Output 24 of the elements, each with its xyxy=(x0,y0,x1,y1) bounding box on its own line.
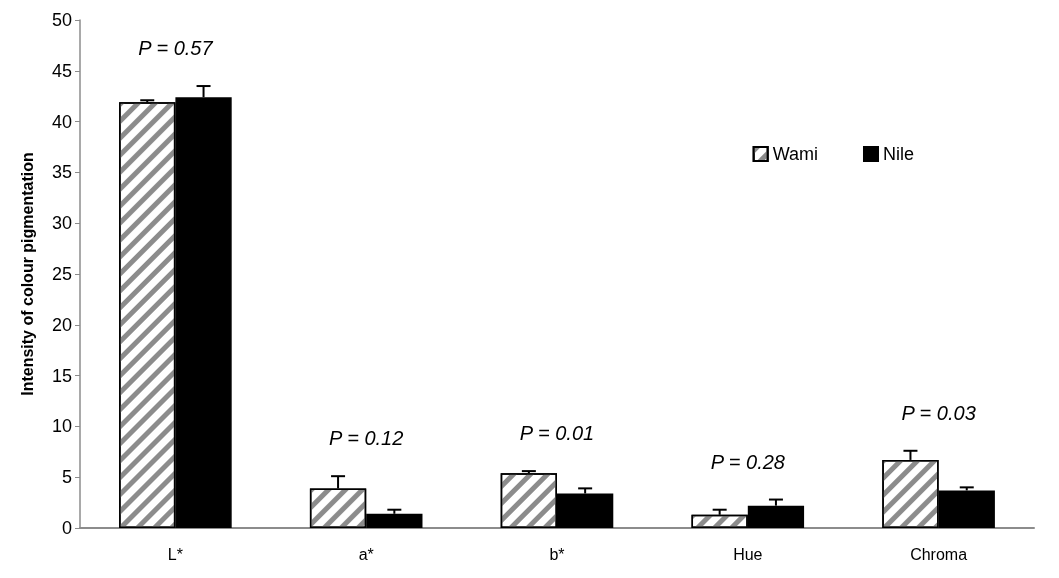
y-tick-label: 40 xyxy=(51,111,72,132)
x-tick-label: Chroma xyxy=(910,545,968,563)
legend-label: Wami xyxy=(772,144,818,164)
y-tick-label: 15 xyxy=(51,365,72,386)
y-tick-label: 45 xyxy=(51,60,72,81)
y-tick-label: 25 xyxy=(51,264,72,284)
annotation: P = 0.01 xyxy=(519,422,595,445)
y-tick-label: 35 xyxy=(51,162,72,183)
annotation: P = 0.57 xyxy=(138,37,214,60)
y-tick-label: 10 xyxy=(51,416,72,437)
y-tick-label: 30 xyxy=(51,213,72,234)
y-axis-title: Intensity of colour pigmentation xyxy=(18,152,36,396)
y-tick-label: 0 xyxy=(61,518,72,538)
y-tick-label: 5 xyxy=(61,467,72,488)
annotation: P = 0.28 xyxy=(710,450,785,473)
y-tick-label: 50 xyxy=(51,10,72,30)
y-tick-label: 20 xyxy=(51,314,72,335)
legend-label: Nile xyxy=(882,144,915,164)
x-tick-label: L* xyxy=(167,545,183,563)
annotation: P = 0.12 xyxy=(329,427,404,450)
x-tick-label: b* xyxy=(549,545,565,563)
x-tick-label: a* xyxy=(358,545,374,563)
annotation: P = 0.03 xyxy=(901,401,976,424)
x-tick-label: Hue xyxy=(733,545,763,563)
